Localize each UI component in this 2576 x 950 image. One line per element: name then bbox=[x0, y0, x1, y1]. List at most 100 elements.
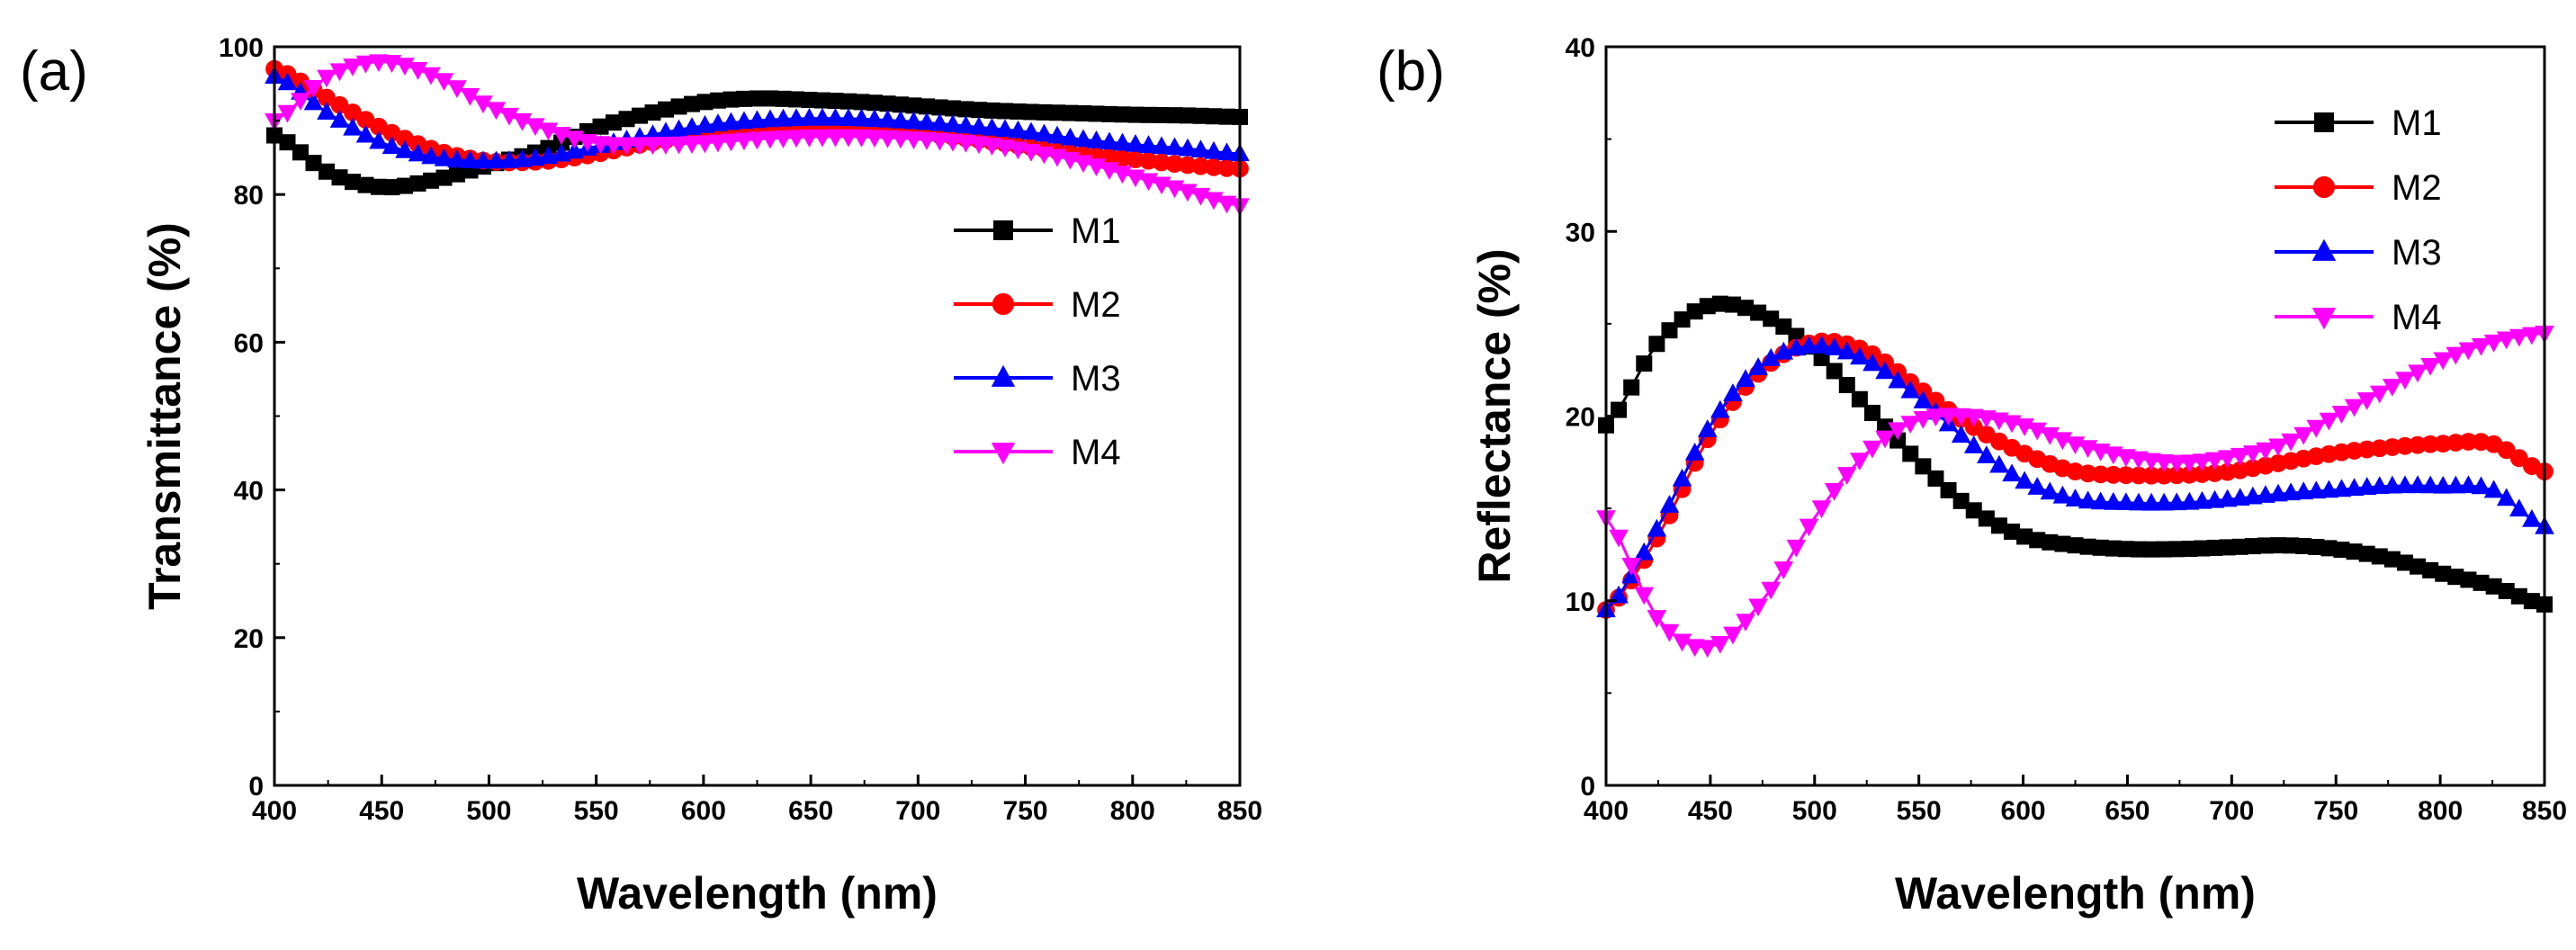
data-point bbox=[1023, 103, 1039, 121]
data-point bbox=[2320, 540, 2338, 557]
data-point bbox=[773, 108, 794, 127]
data-point bbox=[423, 172, 439, 189]
data-point bbox=[799, 130, 820, 148]
data-point bbox=[319, 163, 335, 180]
y-tick-label: 30 bbox=[1566, 218, 1595, 247]
data-point bbox=[2155, 466, 2174, 485]
data-point bbox=[877, 130, 898, 148]
data-point bbox=[1838, 377, 1855, 394]
data-point bbox=[1799, 518, 1819, 537]
data-point bbox=[1748, 357, 1768, 375]
data-point bbox=[1775, 318, 1792, 336]
data-point bbox=[708, 113, 728, 131]
data-point bbox=[982, 117, 1002, 136]
data-point bbox=[1659, 495, 1680, 513]
data-point bbox=[1824, 337, 1844, 356]
data-point bbox=[1216, 142, 1237, 161]
data-point bbox=[749, 90, 766, 107]
data-point bbox=[2130, 541, 2147, 558]
data-point bbox=[1192, 107, 1209, 124]
data-point bbox=[2510, 587, 2527, 605]
x-tick-label: 500 bbox=[1792, 796, 1837, 826]
data-point bbox=[1951, 425, 1971, 444]
data-point bbox=[891, 130, 911, 149]
data-point bbox=[1889, 432, 1907, 449]
data-point bbox=[2331, 406, 2352, 424]
series-group bbox=[1596, 295, 2554, 659]
legend-entry-m3: M3 bbox=[954, 359, 1121, 399]
legend-label: M4 bbox=[2392, 298, 2442, 337]
data-point bbox=[1915, 458, 1932, 475]
data-point bbox=[2281, 433, 2301, 452]
data-point bbox=[1862, 440, 1882, 459]
data-point bbox=[329, 110, 350, 128]
data-point bbox=[1913, 411, 1934, 429]
data-point bbox=[447, 80, 467, 99]
data-point bbox=[1623, 379, 1640, 396]
data-point bbox=[434, 73, 454, 92]
data-point bbox=[2356, 477, 2377, 495]
x-tick-label: 700 bbox=[895, 796, 940, 826]
data-point bbox=[2130, 466, 2148, 485]
y-tick-label: 20 bbox=[234, 624, 264, 654]
data-point bbox=[1152, 136, 1171, 155]
data-point bbox=[2459, 433, 2478, 451]
y-tick-label: 40 bbox=[1566, 33, 1595, 63]
data-point bbox=[1648, 336, 1665, 353]
data-point bbox=[1008, 120, 1028, 139]
data-point bbox=[303, 92, 324, 111]
data-point bbox=[775, 90, 792, 107]
data-point bbox=[449, 166, 465, 183]
data-point bbox=[2065, 488, 2086, 506]
y-tick-label: 0 bbox=[1580, 772, 1595, 802]
data-point bbox=[2090, 491, 2111, 510]
data-point bbox=[2078, 464, 2097, 483]
data-point bbox=[2293, 426, 2314, 445]
data-point bbox=[2027, 422, 2048, 441]
series-m4 bbox=[265, 54, 1250, 217]
data-point bbox=[760, 130, 780, 149]
data-point bbox=[1659, 623, 1680, 642]
x-tick-label: 750 bbox=[2313, 796, 2358, 826]
data-point bbox=[345, 174, 361, 191]
data-point bbox=[2308, 539, 2325, 556]
data-point bbox=[1672, 468, 1692, 487]
data-point bbox=[1217, 158, 1236, 177]
data-point bbox=[1684, 442, 1705, 461]
series-group bbox=[265, 54, 1250, 217]
y-tick-label: 80 bbox=[234, 181, 264, 211]
data-point bbox=[708, 134, 728, 153]
data-point bbox=[812, 129, 832, 148]
data-point bbox=[1611, 401, 1628, 418]
data-point bbox=[919, 98, 935, 115]
data-point bbox=[825, 129, 846, 148]
data-point bbox=[2356, 392, 2377, 410]
data-point bbox=[956, 115, 976, 134]
data-point bbox=[343, 58, 363, 76]
data-point bbox=[2029, 532, 2046, 549]
data-point bbox=[1900, 380, 1921, 399]
data-point bbox=[1761, 581, 1782, 600]
data-point bbox=[644, 104, 661, 121]
data-point bbox=[2027, 477, 2048, 495]
data-point bbox=[2496, 331, 2517, 350]
data-point bbox=[2142, 466, 2160, 485]
data-point bbox=[773, 130, 794, 148]
legend: M1 M2 M3 M4 bbox=[954, 211, 1121, 472]
data-point bbox=[292, 72, 310, 91]
data-point bbox=[2143, 541, 2160, 558]
data-point bbox=[721, 112, 741, 130]
data-point bbox=[408, 62, 428, 80]
data-point bbox=[1748, 598, 1768, 617]
data-point bbox=[499, 149, 519, 168]
data-point bbox=[865, 109, 884, 128]
data-point bbox=[2092, 539, 2109, 556]
data-point bbox=[2395, 372, 2415, 390]
data-point bbox=[1938, 408, 1959, 426]
data-point bbox=[2257, 537, 2274, 554]
data-point bbox=[1634, 542, 1655, 560]
data-point bbox=[2079, 538, 2096, 555]
data-point bbox=[1179, 156, 1197, 175]
legend-entry-m1: M1 bbox=[2275, 103, 2442, 143]
